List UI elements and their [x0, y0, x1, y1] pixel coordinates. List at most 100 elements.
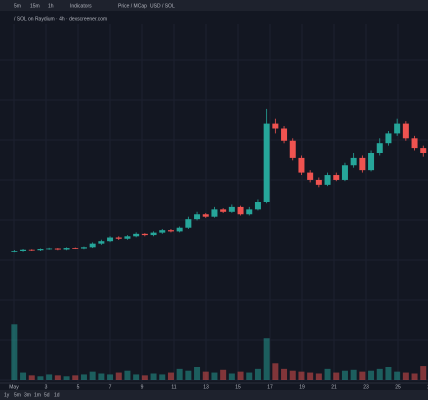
bottom-bar — [0, 390, 428, 400]
toolbar-button[interactable]: 15m — [30, 3, 40, 9]
toolbar-button[interactable]: 5m — [14, 3, 21, 9]
volume-bar — [298, 371, 305, 380]
x-tick-label: 11 — [171, 384, 176, 390]
x-tick-label: 25 — [395, 384, 401, 390]
x-tick-label: 21 — [331, 384, 337, 390]
toolbar-button[interactable]: Indicators — [70, 3, 92, 9]
volume-bar — [411, 373, 418, 380]
candle-body — [289, 140, 296, 158]
volume-bar — [394, 371, 401, 380]
volume-bar — [315, 373, 322, 380]
volume-bar — [185, 370, 192, 380]
candle-body — [124, 236, 131, 239]
volume-bar — [37, 376, 44, 380]
volume-bar — [63, 376, 70, 380]
volume-bar — [350, 369, 357, 380]
range-button[interactable]: 1d — [54, 392, 60, 398]
volume-bar — [272, 363, 279, 380]
candle-body — [359, 157, 366, 171]
volume-bar — [420, 366, 427, 380]
candle-body — [115, 237, 122, 239]
candle-body — [37, 249, 44, 251]
candle-body — [272, 123, 279, 129]
candle-body — [46, 248, 53, 250]
candle-body — [281, 128, 288, 141]
volume-bar — [237, 371, 244, 380]
candle-body — [72, 248, 79, 249]
candle-body — [107, 237, 114, 242]
volume-bar — [124, 370, 131, 380]
candle-body — [63, 248, 70, 250]
candle-body — [150, 232, 157, 236]
candle-body — [220, 209, 227, 212]
candle-body — [202, 214, 209, 217]
candle-body — [194, 214, 201, 220]
x-tick-label: 19 — [299, 384, 305, 390]
volume-bar — [289, 370, 296, 380]
volume-bar — [246, 372, 253, 380]
range-button[interactable]: 3m — [24, 392, 31, 398]
candle-body — [376, 143, 383, 153]
range-button[interactable]: 1m — [34, 392, 41, 398]
x-tick-label: 7 — [109, 384, 112, 390]
x-tick-label: 3 — [45, 384, 48, 390]
candle-body — [98, 241, 105, 244]
volume-bar — [263, 338, 270, 380]
volume-bar — [359, 371, 366, 380]
candle-body — [385, 133, 392, 144]
candle-body — [368, 153, 375, 171]
toolbar-button[interactable]: Price / MCap — [118, 3, 147, 9]
volume-bar — [307, 372, 314, 380]
candle-body — [324, 175, 331, 185]
range-button[interactable]: 5m — [14, 392, 21, 398]
candle-body — [341, 165, 348, 180]
candle-body — [315, 179, 322, 185]
volume-bar — [324, 368, 331, 380]
volume-bar — [228, 373, 235, 380]
volume-bar — [194, 367, 201, 380]
volume-bar — [254, 368, 261, 380]
volume-bar — [368, 370, 375, 380]
toolbar — [0, 0, 428, 11]
volume-bar — [98, 373, 105, 380]
volume-bar — [11, 324, 18, 380]
candle-body — [159, 230, 166, 233]
candle-body — [54, 248, 61, 250]
candle-body — [141, 233, 148, 236]
toolbar-button[interactable]: 1h — [48, 3, 54, 9]
candle-body — [167, 230, 174, 232]
candle-body — [185, 219, 192, 228]
candle-body — [228, 206, 235, 212]
x-tick-label: 23 — [363, 384, 369, 390]
candle-body — [237, 206, 244, 215]
volume-bar — [141, 375, 148, 380]
candle-body — [411, 138, 418, 149]
range-button[interactable]: 1y — [4, 392, 10, 398]
candle-body — [246, 209, 253, 215]
candle-body — [307, 172, 314, 180]
x-tick-label: 15 — [235, 384, 241, 390]
candle-body — [28, 249, 35, 251]
volume-bar — [46, 374, 53, 380]
volume-bar — [281, 368, 288, 380]
volume-bar — [80, 374, 87, 380]
candle-body — [176, 227, 183, 232]
candle-body — [133, 233, 140, 237]
volume-bar — [402, 372, 409, 380]
candle-body — [20, 249, 27, 251]
candle-body — [89, 243, 96, 248]
candle-body — [420, 148, 427, 153]
volume-bar — [202, 371, 209, 380]
candle-body — [394, 123, 401, 134]
volume-bar — [167, 372, 174, 380]
candle-body — [298, 157, 305, 173]
x-tick-label: May — [9, 384, 19, 390]
candle-body — [263, 123, 270, 202]
x-tick-label: 13 — [203, 384, 209, 390]
volume-bar — [54, 375, 61, 380]
volume-bar — [115, 372, 122, 380]
toolbar-button[interactable]: USD / SOL — [150, 3, 175, 9]
range-button[interactable]: 5d — [44, 392, 50, 398]
